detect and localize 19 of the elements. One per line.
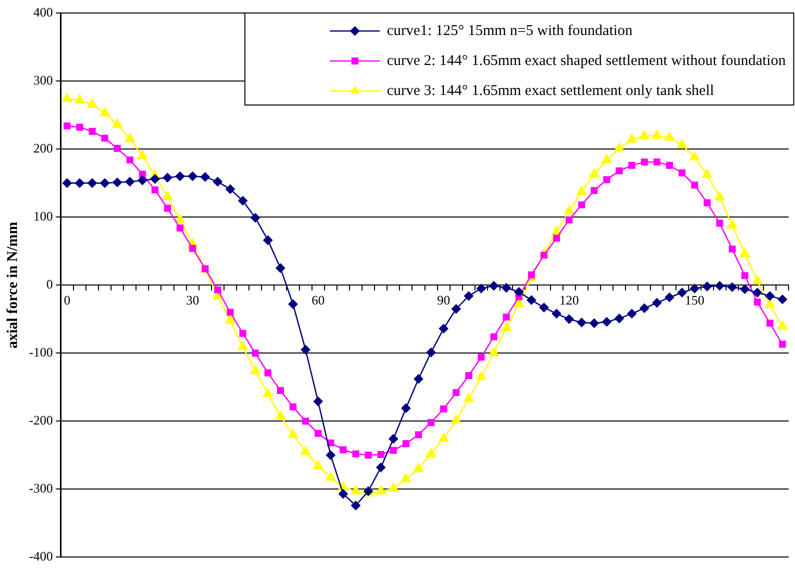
legend-label: curve1: 125° 15mm n=5 with foundation [386,22,634,39]
x-tick-label: 90 [437,292,450,308]
y-tick-label: 100 [33,208,53,224]
y-tick-label: 200 [33,140,53,156]
x-tick-label: 30 [186,292,200,308]
y-tick-label: -400 [28,548,53,564]
legend-label: curve 2: 144° 1.65mm exact shaped settlement without foundation [386,52,786,69]
y-axis-title: axial force in N/mm [4,221,21,348]
y-tick-label: -100 [28,344,53,360]
y-tick-label: 300 [33,72,53,88]
y-tick-label: 0 [46,276,53,292]
y-tick-label: -300 [28,480,53,496]
x-tick-label: 150 [684,292,704,308]
legend-label: curve 3: 144° 1.65mm exact settlement only tank shell [386,82,714,99]
y-tick-label: 400 [33,4,53,20]
x-tick-label: 0 [64,292,70,308]
y-tick-label: -200 [28,412,53,428]
x-tick-label: 60 [312,292,325,308]
x-tick-label: 120 [559,292,579,308]
